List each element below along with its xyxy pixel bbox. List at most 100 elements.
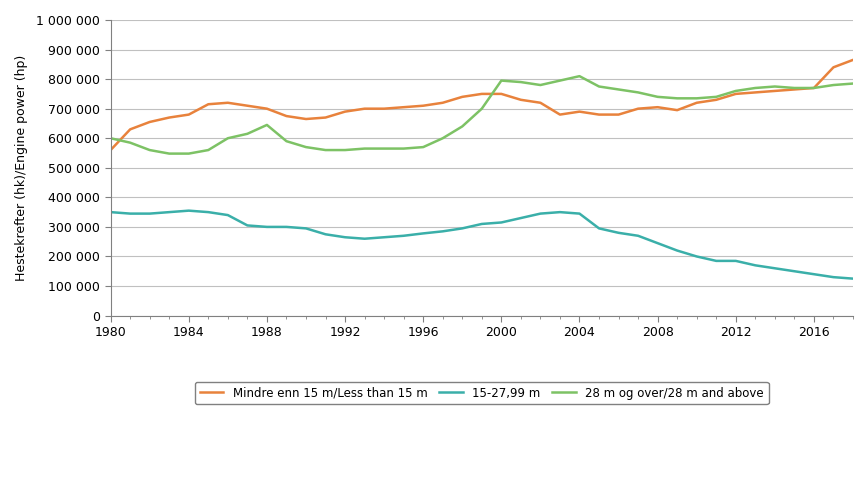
28 m og over/28 m and above: [281, 138, 292, 144]
Mindre enn 15 m/Less than 15 m: [536, 100, 546, 106]
Mindre enn 15 m/Less than 15 m: [262, 106, 273, 111]
15-27,99 m: [183, 208, 194, 214]
Mindre enn 15 m/Less than 15 m: [516, 97, 526, 103]
28 m og over/28 m and above: [614, 87, 624, 93]
Mindre enn 15 m/Less than 15 m: [614, 112, 624, 118]
15-27,99 m: [828, 274, 838, 280]
28 m og over/28 m and above: [320, 147, 331, 153]
15-27,99 m: [262, 224, 273, 230]
Mindre enn 15 m/Less than 15 m: [672, 107, 682, 113]
15-27,99 m: [125, 211, 135, 216]
15-27,99 m: [614, 230, 624, 236]
Mindre enn 15 m/Less than 15 m: [242, 103, 253, 108]
28 m og over/28 m and above: [789, 85, 799, 91]
28 m og over/28 m and above: [418, 144, 429, 150]
28 m og over/28 m and above: [105, 135, 115, 141]
Mindre enn 15 m/Less than 15 m: [692, 100, 702, 106]
28 m og over/28 m and above: [340, 147, 351, 153]
Mindre enn 15 m/Less than 15 m: [340, 109, 351, 115]
15-27,99 m: [301, 226, 312, 231]
28 m og over/28 m and above: [477, 106, 487, 111]
15-27,99 m: [457, 226, 468, 231]
15-27,99 m: [711, 258, 721, 264]
15-27,99 m: [105, 209, 115, 215]
15-27,99 m: [164, 209, 174, 215]
Mindre enn 15 m/Less than 15 m: [555, 112, 565, 118]
28 m og over/28 m and above: [653, 94, 663, 100]
Legend: Mindre enn 15 m/Less than 15 m, 15-27,99 m, 28 m og over/28 m and above: Mindre enn 15 m/Less than 15 m, 15-27,99…: [195, 382, 769, 404]
28 m og over/28 m and above: [731, 88, 741, 94]
15-27,99 m: [770, 266, 780, 271]
15-27,99 m: [672, 248, 682, 254]
28 m og over/28 m and above: [672, 95, 682, 101]
Mindre enn 15 m/Less than 15 m: [594, 112, 604, 118]
15-27,99 m: [398, 233, 409, 239]
28 m og over/28 m and above: [555, 78, 565, 83]
28 m og over/28 m and above: [398, 146, 409, 151]
15-27,99 m: [809, 271, 819, 277]
15-27,99 m: [848, 276, 858, 281]
28 m og over/28 m and above: [809, 85, 819, 91]
28 m og over/28 m and above: [750, 85, 760, 91]
Mindre enn 15 m/Less than 15 m: [301, 116, 312, 122]
15-27,99 m: [203, 209, 214, 215]
15-27,99 m: [653, 240, 663, 246]
15-27,99 m: [750, 262, 760, 268]
Mindre enn 15 m/Less than 15 m: [770, 88, 780, 94]
Mindre enn 15 m/Less than 15 m: [848, 57, 858, 63]
28 m og over/28 m and above: [828, 82, 838, 88]
28 m og over/28 m and above: [848, 80, 858, 86]
15-27,99 m: [692, 254, 702, 259]
Mindre enn 15 m/Less than 15 m: [496, 91, 507, 97]
28 m og over/28 m and above: [164, 151, 174, 157]
15-27,99 m: [437, 228, 448, 234]
28 m og over/28 m and above: [437, 135, 448, 141]
15-27,99 m: [633, 233, 643, 239]
15-27,99 m: [477, 221, 487, 227]
Mindre enn 15 m/Less than 15 m: [164, 115, 174, 120]
28 m og over/28 m and above: [242, 131, 253, 137]
Mindre enn 15 m/Less than 15 m: [222, 100, 233, 106]
15-27,99 m: [281, 224, 292, 230]
15-27,99 m: [320, 231, 331, 237]
Y-axis label: Hestekrefter (hk)/Engine power (hp): Hestekrefter (hk)/Engine power (hp): [15, 54, 28, 281]
Mindre enn 15 m/Less than 15 m: [183, 112, 194, 118]
Mindre enn 15 m/Less than 15 m: [477, 91, 487, 97]
28 m og over/28 m and above: [144, 147, 155, 153]
28 m og over/28 m and above: [183, 151, 194, 157]
15-27,99 m: [359, 236, 370, 241]
15-27,99 m: [594, 226, 604, 231]
Mindre enn 15 m/Less than 15 m: [105, 147, 115, 153]
28 m og over/28 m and above: [516, 79, 526, 85]
Mindre enn 15 m/Less than 15 m: [789, 87, 799, 93]
Mindre enn 15 m/Less than 15 m: [125, 126, 135, 132]
28 m og over/28 m and above: [379, 146, 390, 151]
Mindre enn 15 m/Less than 15 m: [144, 119, 155, 125]
15-27,99 m: [496, 220, 507, 226]
15-27,99 m: [144, 211, 155, 216]
28 m og over/28 m and above: [575, 73, 585, 79]
Mindre enn 15 m/Less than 15 m: [750, 90, 760, 95]
Mindre enn 15 m/Less than 15 m: [575, 109, 585, 115]
Mindre enn 15 m/Less than 15 m: [379, 106, 390, 111]
15-27,99 m: [379, 234, 390, 240]
28 m og over/28 m and above: [633, 90, 643, 95]
Mindre enn 15 m/Less than 15 m: [320, 115, 331, 120]
Mindre enn 15 m/Less than 15 m: [398, 104, 409, 110]
28 m og over/28 m and above: [301, 144, 312, 150]
28 m og over/28 m and above: [359, 146, 370, 151]
28 m og over/28 m and above: [711, 94, 721, 100]
28 m og over/28 m and above: [457, 123, 468, 129]
28 m og over/28 m and above: [594, 83, 604, 89]
Mindre enn 15 m/Less than 15 m: [418, 103, 429, 108]
Mindre enn 15 m/Less than 15 m: [809, 85, 819, 91]
15-27,99 m: [516, 215, 526, 221]
Mindre enn 15 m/Less than 15 m: [633, 106, 643, 111]
28 m og over/28 m and above: [125, 140, 135, 146]
15-27,99 m: [222, 212, 233, 218]
Mindre enn 15 m/Less than 15 m: [828, 65, 838, 70]
Mindre enn 15 m/Less than 15 m: [281, 113, 292, 119]
Line: Mindre enn 15 m/Less than 15 m: Mindre enn 15 m/Less than 15 m: [110, 60, 853, 150]
28 m og over/28 m and above: [536, 82, 546, 88]
Mindre enn 15 m/Less than 15 m: [457, 94, 468, 100]
